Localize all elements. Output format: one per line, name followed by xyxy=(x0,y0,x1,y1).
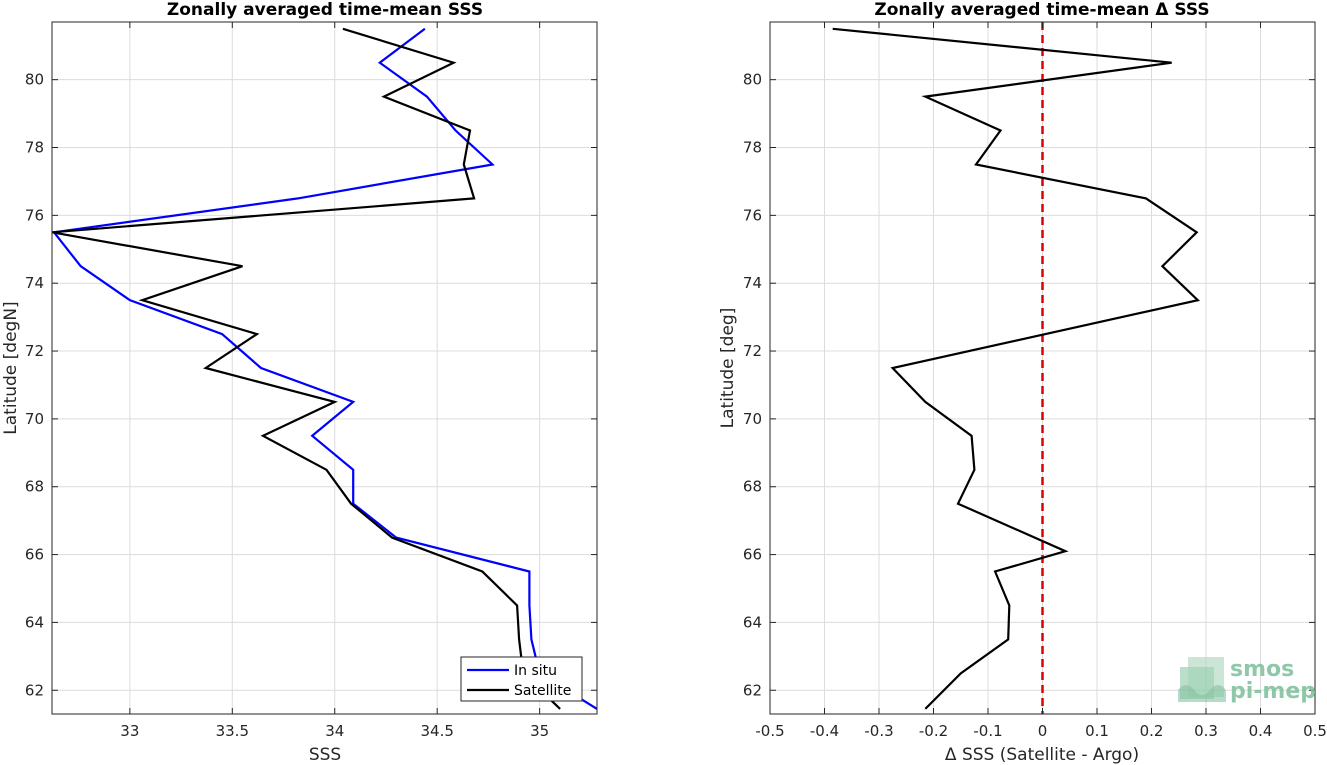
delta-sss-panel-grid xyxy=(769,22,1316,714)
y-tick-label: 78 xyxy=(25,139,44,157)
sss-panel-title: Zonally averaged time-mean SSS xyxy=(167,0,483,20)
legend-label-satellite: Satellite xyxy=(514,683,571,699)
y-tick-label: 70 xyxy=(25,410,44,428)
sss-panel: Zonally averaged time-mean SSS 33 33.5 34 3… xyxy=(1,0,598,765)
x-tick-label: 0.5 xyxy=(1303,722,1327,740)
delta-sss-panel-xlabel: Δ SSS (Satellite - Argo) xyxy=(945,745,1139,765)
sss-panel-axes-box xyxy=(51,21,598,715)
y-tick-label: 80 xyxy=(743,71,762,89)
x-tick-label: 0.3 xyxy=(1194,722,1218,740)
y-tick-label: 62 xyxy=(743,681,762,699)
x-tick-label: 35 xyxy=(530,722,549,740)
y-tick-label: 76 xyxy=(25,206,44,224)
delta-sss-panel: Zonally averaged time-mean Δ SSS -0.5 -0.… xyxy=(718,0,1327,765)
x-tick-label: 33.5 xyxy=(216,722,249,740)
y-tick-label: 64 xyxy=(25,613,44,631)
legend: In situ Satellite xyxy=(460,656,583,702)
y-tick-label: 78 xyxy=(743,139,762,157)
x-tick-label: 0.2 xyxy=(1140,722,1164,740)
y-tick-label: 72 xyxy=(25,342,44,360)
x-tick-label: 0 xyxy=(1038,722,1048,740)
sss-panel-grid xyxy=(52,22,597,714)
smos-pi-mep-logo: smos pi-mep xyxy=(1178,657,1316,704)
x-tick-label: -0.4 xyxy=(810,722,839,740)
y-tick-label: 76 xyxy=(743,206,762,224)
y-tick-label: 68 xyxy=(25,478,44,496)
y-tick-label: 80 xyxy=(25,71,44,89)
y-tick-label: 70 xyxy=(743,410,762,428)
x-tick-label: 34.5 xyxy=(420,722,453,740)
sss-panel-series xyxy=(52,27,597,710)
sss-panel-ticks: 33 33.5 34 34.5 35 62 64 66 68 70 72 74 76 78 80 xyxy=(25,22,597,740)
series-line-in-situ xyxy=(52,27,597,710)
x-tick-label: -0.1 xyxy=(973,722,1002,740)
sss-panel-xlabel: SSS xyxy=(309,745,341,765)
series-line-satellite xyxy=(52,27,561,710)
x-tick-label: 33 xyxy=(120,722,139,740)
x-tick-label: 34 xyxy=(325,722,344,740)
x-tick-label: 0.4 xyxy=(1249,722,1273,740)
y-tick-label: 66 xyxy=(25,546,44,564)
legend-box xyxy=(460,656,583,702)
logo-text-smos: smos xyxy=(1230,657,1294,682)
y-tick-label: 64 xyxy=(743,613,762,631)
x-tick-label: -0.2 xyxy=(919,722,948,740)
x-tick-label: -0.5 xyxy=(755,722,784,740)
sss-panel-ylabel: Latitude [degN] xyxy=(1,301,21,434)
delta-sss-panel-ticks: -0.5 -0.4 -0.3 -0.2 -0.1 0 0.1 0.2 0.3 0.4 0.5 62 64… xyxy=(743,22,1327,740)
y-tick-label: 66 xyxy=(743,546,762,564)
logo-graphic xyxy=(1178,657,1226,702)
delta-sss-panel-title: Zonally averaged time-mean Δ SSS xyxy=(874,0,1209,20)
x-tick-label: 0.1 xyxy=(1085,722,1109,740)
logo-text-pi-mep: pi-mep xyxy=(1230,679,1316,704)
y-tick-label: 68 xyxy=(743,478,762,496)
x-tick-label: -0.3 xyxy=(864,722,893,740)
delta-sss-panel-ylabel: Latitude [deg] xyxy=(718,308,738,429)
y-tick-label: 74 xyxy=(743,274,762,292)
legend-label-in-situ: In situ xyxy=(514,663,557,679)
delta-sss-panel-series xyxy=(832,27,1201,710)
y-tick-label: 74 xyxy=(25,274,44,292)
y-tick-label: 72 xyxy=(743,342,762,360)
series-line-delta xyxy=(832,27,1201,710)
y-tick-label: 62 xyxy=(25,681,44,699)
